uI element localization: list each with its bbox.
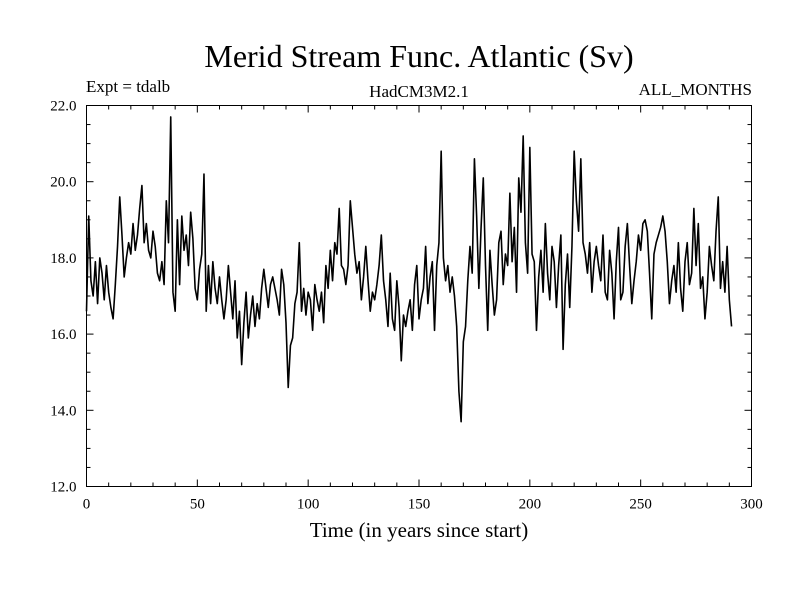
x-tick-label: 150: [408, 497, 431, 513]
y-tick-labels: 12.0 14.0 16.0 18.0 20.0 22.0: [50, 99, 76, 496]
experiment-label: Expt = tdalb: [86, 77, 170, 96]
x-tick-label: 0: [83, 497, 91, 513]
y-tick-label: 22.0: [50, 99, 76, 115]
x-tick-label: 50: [190, 497, 205, 513]
months-label: ALL_MONTHS: [639, 80, 752, 99]
x-tick-label: 200: [519, 497, 542, 513]
x-tick-label: 250: [629, 497, 652, 513]
x-tick-label: 300: [740, 497, 763, 513]
y-tick-label: 20.0: [50, 175, 76, 191]
y-tick-label: 18.0: [50, 251, 76, 267]
x-tick-label: 100: [297, 497, 320, 513]
model-label: HadCM3M2.1: [369, 82, 469, 101]
y-tick-label: 16.0: [50, 327, 76, 343]
y-tick-label: 12.0: [50, 480, 76, 496]
x-tick-labels: 0 50 100 150 200 250 300: [83, 497, 763, 513]
y-tick-label: 14.0: [50, 403, 76, 419]
x-axis-title: Time (in years since start): [310, 518, 529, 542]
chart-title: Merid Stream Func. Atlantic (Sv): [204, 38, 633, 74]
series-line: [85, 116, 733, 423]
